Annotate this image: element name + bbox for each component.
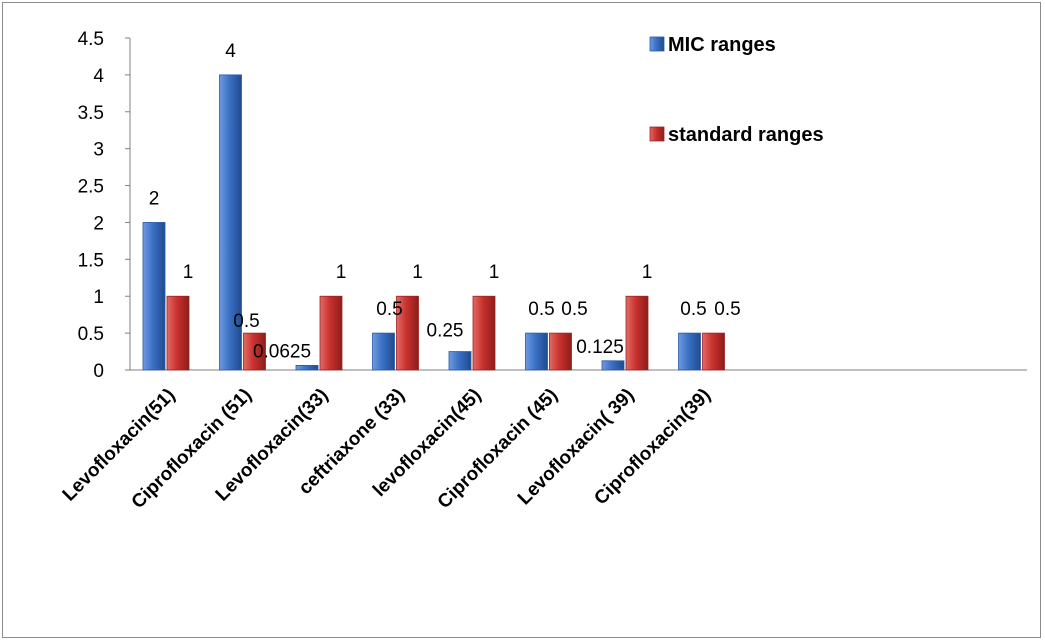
data-label: 0.125: [576, 337, 624, 358]
data-label: 0.5: [233, 311, 259, 332]
bar-mic: [525, 332, 548, 371]
data-label: 0.5: [714, 299, 740, 320]
data-label: 1: [642, 262, 653, 283]
bar-mic: [601, 360, 625, 371]
bar-mic: [142, 222, 166, 371]
data-label: 0.5: [561, 299, 587, 320]
y-tick-label: 4: [93, 66, 104, 87]
category-labels: Levofloxacin(51)Ciprofloxacin (51)Levofl…: [59, 385, 715, 513]
bar-standard: [243, 332, 266, 371]
legend-swatch-standard: [649, 126, 665, 142]
bars: [142, 74, 725, 371]
bar-standard: [702, 332, 725, 371]
data-label: 0.5: [528, 299, 554, 320]
y-tick-label: 0.5: [78, 324, 104, 345]
bar-mic: [678, 332, 701, 371]
y-tick-label: 2.5: [78, 177, 104, 198]
bar-standard: [166, 295, 190, 371]
bar-standard: [472, 295, 496, 371]
y-tick-label: 1.5: [78, 250, 104, 271]
bar-mic: [295, 364, 319, 371]
axes: 0 0.5 1 1.5 2 2.5 3 3.5 4 4.5: [78, 29, 1027, 382]
data-label: 1: [336, 262, 347, 283]
data-label: 4: [225, 41, 236, 62]
y-tick-label: 0: [93, 361, 104, 382]
legend-label: standard ranges: [668, 124, 824, 146]
data-label: 0.5: [680, 299, 706, 320]
data-label: 0.25: [427, 321, 464, 342]
y-tick-label: 3.5: [78, 103, 104, 124]
data-label: 2: [149, 188, 160, 209]
legend-swatch-mic: [649, 36, 665, 52]
data-label: 1: [412, 262, 423, 283]
bar-standard: [549, 332, 572, 371]
legend-label: MIC ranges: [668, 34, 776, 56]
bar-standard: [396, 295, 419, 371]
bar-standard: [319, 295, 343, 371]
bar-mic: [448, 351, 472, 371]
y-tick-label: 4.5: [78, 29, 104, 50]
y-tick-label: 1: [93, 287, 104, 308]
bar-mic: [372, 332, 395, 371]
bar-standard: [625, 295, 649, 371]
legend: MIC ranges standard ranges: [649, 34, 824, 146]
data-labels: 2 4 0.0625 0.5 0.25 0.5 0.125 0.5 1 0.5 1 1 1 0.5 1 0.5: [149, 41, 741, 362]
data-label: 0.0625: [253, 341, 311, 362]
data-label: 1: [183, 262, 194, 283]
data-label: 0.5: [376, 299, 402, 320]
data-label: 1: [489, 262, 500, 283]
bar-mic: [219, 74, 242, 371]
y-tick-label: 2: [93, 213, 104, 234]
y-tick-label: 3: [93, 140, 104, 161]
